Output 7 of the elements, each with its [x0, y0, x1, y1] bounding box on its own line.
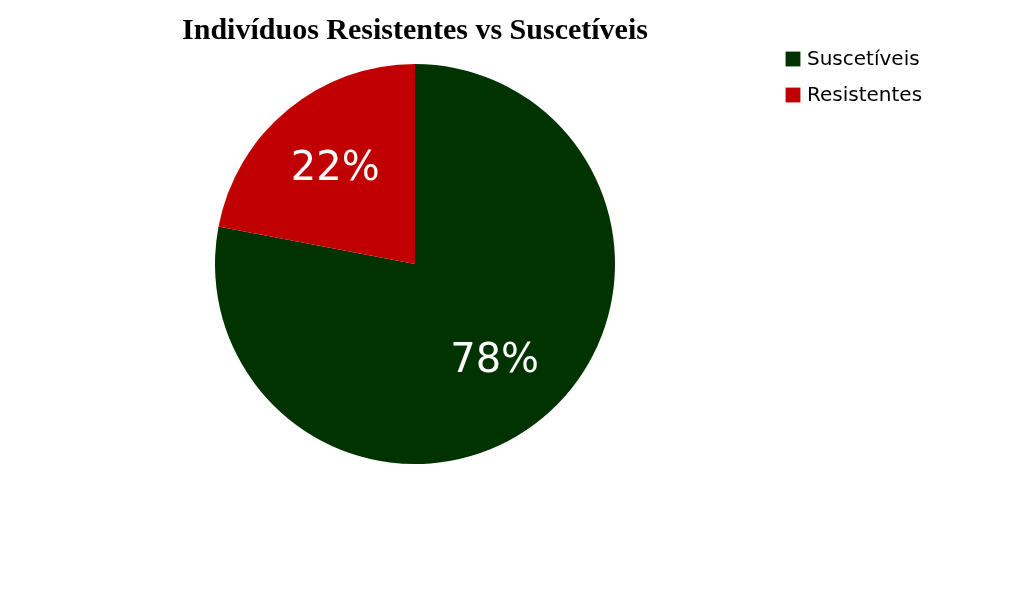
- legend-label: Resistentes: [807, 82, 923, 106]
- data-label: 22%: [290, 142, 380, 189]
- legend-label: Suscetíveis: [807, 46, 920, 70]
- pie-slice: [215, 64, 615, 464]
- data-label: 78%: [450, 335, 540, 382]
- chart-title: Indivíduos Resistentes vs Suscetíveis: [182, 12, 648, 45]
- pie-slice: [218, 64, 415, 264]
